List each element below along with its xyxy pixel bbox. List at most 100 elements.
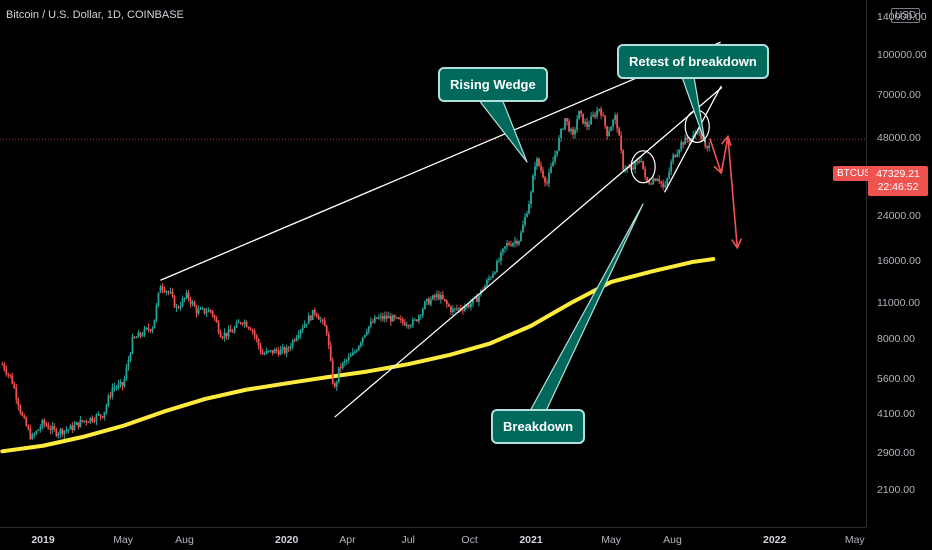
candle-body-136 bbox=[273, 349, 276, 354]
currency-selector[interactable]: USD bbox=[891, 8, 921, 23]
candle-body-75 bbox=[151, 328, 154, 331]
candle-body-286 bbox=[574, 130, 576, 135]
price-axis[interactable] bbox=[866, 0, 932, 527]
candle-body-175 bbox=[351, 352, 354, 356]
candle-body-62 bbox=[125, 367, 128, 379]
candle-body-55 bbox=[111, 387, 114, 397]
candle-body-78 bbox=[157, 292, 160, 306]
time-axis[interactable] bbox=[0, 527, 866, 550]
candle-body-301 bbox=[604, 115, 607, 127]
price-axis-tick: 24000.00 bbox=[877, 209, 921, 222]
candle-body-185 bbox=[371, 321, 374, 323]
candle-body-230 bbox=[462, 309, 464, 311]
candle-body-285 bbox=[572, 129, 574, 135]
candle-body-18 bbox=[37, 429, 40, 431]
candle-body-331 bbox=[664, 185, 667, 187]
candle-body-292 bbox=[586, 121, 588, 127]
candle-body-126 bbox=[253, 330, 256, 336]
candle-body-73 bbox=[147, 327, 150, 330]
candle-body-291 bbox=[584, 121, 586, 124]
candle-body-124 bbox=[249, 328, 252, 331]
time-axis-tick: Oct bbox=[461, 534, 478, 546]
moving-average-line bbox=[0, 257, 716, 454]
retest-callout[interactable]: Retest of breakdown bbox=[617, 44, 769, 79]
candle-body-257 bbox=[516, 240, 518, 244]
candle-body-178 bbox=[357, 345, 360, 351]
candle-body-297 bbox=[596, 110, 598, 117]
candle-body-279 bbox=[560, 129, 562, 138]
time-axis-tick: 2019 bbox=[31, 534, 55, 546]
candle-body-91 bbox=[183, 298, 186, 300]
candle-body-140 bbox=[281, 347, 284, 350]
candle-body-310 bbox=[622, 150, 625, 170]
breakdown-callout[interactable]: Breakdown bbox=[491, 409, 586, 444]
price-axis-tick: 100000.00 bbox=[877, 49, 927, 61]
candle-body-242 bbox=[486, 280, 488, 286]
candle-body-114 bbox=[229, 329, 232, 332]
candle-body-93 bbox=[187, 292, 190, 299]
candle-body-119 bbox=[239, 322, 242, 324]
candle-body-143 bbox=[287, 347, 290, 349]
candle-body-302 bbox=[606, 126, 609, 137]
candle-body-173 bbox=[347, 356, 350, 361]
price-axis-tick: 8000.00 bbox=[877, 333, 915, 346]
candle-body-265 bbox=[532, 175, 534, 193]
candle-body-329 bbox=[660, 181, 663, 184]
candle-body-155 bbox=[311, 309, 314, 320]
candle-body-82 bbox=[165, 291, 168, 293]
candle-body-42 bbox=[85, 420, 88, 423]
candle-body-250 bbox=[502, 248, 504, 253]
candle-body-128 bbox=[257, 339, 260, 346]
candle-body-69 bbox=[139, 332, 142, 336]
candle-body-278 bbox=[558, 137, 560, 151]
candle-body-253 bbox=[508, 243, 510, 245]
candle-body-11 bbox=[23, 415, 26, 418]
candle-body-137 bbox=[275, 349, 278, 351]
candle-body-303 bbox=[608, 131, 611, 137]
candle-body-193 bbox=[387, 316, 390, 319]
price-axis-tick: 4100.00 bbox=[877, 408, 915, 421]
candle-body-309 bbox=[620, 135, 623, 151]
candle-body-258 bbox=[518, 241, 520, 244]
candle-body-22 bbox=[45, 423, 48, 426]
candle-body-317 bbox=[636, 161, 639, 163]
candle-body-77 bbox=[155, 305, 158, 320]
candle-body-134 bbox=[269, 350, 272, 352]
candle-body-295 bbox=[592, 114, 594, 117]
candle-body-43 bbox=[87, 422, 90, 424]
candle-body-40 bbox=[81, 419, 84, 422]
candle-body-180 bbox=[361, 337, 364, 343]
candle-body-198 bbox=[397, 317, 400, 320]
candle-body-0 bbox=[1, 364, 4, 366]
chart-title: Bitcoin / U.S. Dollar, 1D, COINBASE bbox=[6, 9, 184, 21]
candle-body-202 bbox=[405, 325, 408, 327]
candle-body-186 bbox=[373, 317, 376, 323]
candle-body-29 bbox=[59, 429, 62, 434]
candle-body-184 bbox=[369, 321, 372, 327]
candle-body-61 bbox=[123, 378, 126, 387]
candle-body-227 bbox=[455, 308, 458, 310]
candle-body-47 bbox=[95, 414, 98, 422]
candle-body-194 bbox=[389, 316, 392, 322]
rising-wedge-callout[interactable]: Rising Wedge bbox=[438, 67, 548, 102]
candle-body-282 bbox=[566, 118, 568, 122]
candle-body-252 bbox=[506, 243, 508, 247]
time-axis-tick: 2022 bbox=[762, 534, 787, 546]
candle-body-324 bbox=[650, 183, 653, 185]
candle-body-161 bbox=[323, 320, 326, 327]
candle-body-353 bbox=[708, 145, 711, 148]
candle-body-162 bbox=[325, 326, 328, 334]
candle-body-288 bbox=[578, 110, 580, 120]
projection-arrowhead-1 bbox=[721, 134, 732, 147]
candle-body-322 bbox=[646, 177, 649, 182]
candle-body-244 bbox=[490, 277, 492, 279]
candle-body-197 bbox=[395, 317, 398, 319]
candle-body-108 bbox=[217, 322, 220, 333]
candle-body-206 bbox=[413, 319, 416, 321]
price-axis-tick: 5600.00 bbox=[877, 373, 915, 386]
candle-body-269 bbox=[540, 165, 542, 171]
candle-body-4 bbox=[9, 374, 12, 376]
candle-body-102 bbox=[205, 312, 208, 314]
candle-body-17 bbox=[35, 430, 38, 435]
candle-body-3 bbox=[7, 373, 10, 375]
